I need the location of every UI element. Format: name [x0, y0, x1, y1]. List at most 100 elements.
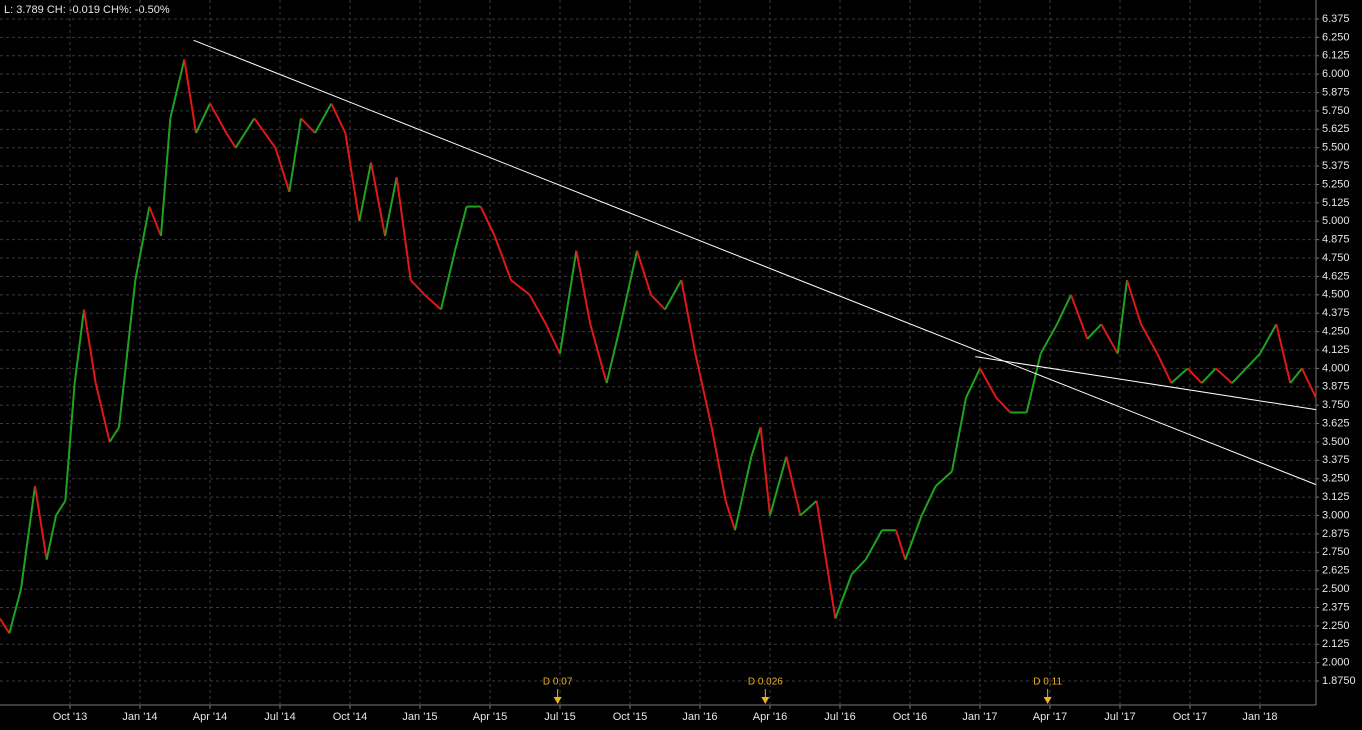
price-segment — [1156, 353, 1173, 384]
price-segment — [209, 103, 228, 134]
price-segment — [664, 279, 683, 311]
price-segment — [636, 250, 652, 296]
price-segment — [20, 485, 36, 590]
y-tick-label: 3.750 — [1322, 399, 1350, 411]
price-segment — [785, 456, 802, 516]
price-segment — [750, 426, 762, 457]
x-tick-label: Jan '18 — [1242, 711, 1277, 723]
price-segment — [1245, 352, 1261, 370]
price-segment — [384, 176, 398, 237]
price-segment — [575, 250, 592, 325]
price-segment — [825, 559, 837, 619]
dividend-label: D 0.07 — [543, 677, 573, 688]
price-segment — [160, 118, 172, 237]
y-tick-label: 2.375 — [1322, 601, 1350, 613]
price-segment — [148, 206, 162, 237]
price-segment — [423, 294, 442, 311]
y-tick-label: 5.875 — [1322, 86, 1350, 98]
price-segment — [934, 470, 953, 487]
price-segment — [169, 59, 186, 119]
y-tick-label: 5.250 — [1322, 178, 1350, 190]
price-segment — [710, 427, 727, 501]
y-tick-label: 2.625 — [1322, 565, 1350, 577]
price-segment — [995, 397, 1012, 414]
price-segment — [951, 397, 967, 472]
price-segment — [559, 250, 578, 354]
dividend-label: D 0.11 — [1033, 677, 1062, 688]
price-segment — [1214, 367, 1233, 384]
price-segment — [1186, 367, 1203, 384]
x-tick-label: Oct '14 — [333, 711, 368, 723]
price-segment — [234, 117, 256, 149]
y-tick-label: 6.000 — [1322, 68, 1350, 80]
price-segment — [300, 117, 316, 134]
trendline — [975, 356, 1317, 411]
trendline — [193, 39, 1317, 486]
price-segment — [274, 147, 291, 193]
x-tick-label: Oct '15 — [613, 711, 648, 723]
y-tick-label: 2.250 — [1322, 620, 1350, 632]
price-segment — [920, 485, 937, 516]
price-segment — [799, 500, 818, 517]
price-segment — [73, 309, 85, 384]
price-segment — [1039, 323, 1058, 355]
price-segment — [834, 574, 853, 619]
dividend-label: D 0.026 — [748, 677, 783, 688]
y-tick-label: 2.500 — [1322, 583, 1350, 595]
price-segment — [724, 500, 736, 531]
y-tick-label: 4.250 — [1322, 326, 1350, 338]
price-segment — [589, 323, 608, 384]
price-segment — [694, 353, 713, 428]
y-tick-label: 3.000 — [1322, 509, 1350, 521]
x-tick-label: Jul '17 — [1104, 711, 1135, 723]
price-segment — [1126, 279, 1142, 325]
y-tick-label: 1.8750 — [1322, 675, 1356, 687]
y-tick-label: 4.000 — [1322, 362, 1350, 374]
x-tick-label: Jan '14 — [122, 711, 157, 723]
price-segment — [528, 294, 547, 325]
y-tick-label: 4.625 — [1322, 270, 1350, 282]
y-tick-label: 3.250 — [1322, 473, 1350, 485]
price-segment — [358, 162, 372, 222]
info-text: L: 3.789 CH: -0.019 CH%: -0.50% — [4, 4, 170, 16]
dividend-arrow — [761, 697, 770, 704]
price-segment — [979, 367, 998, 399]
price-segment — [118, 280, 137, 428]
price-segment — [605, 324, 622, 384]
y-tick-label: 3.500 — [1322, 436, 1350, 448]
y-tick-label: 2.000 — [1322, 657, 1350, 669]
price-segment — [83, 309, 97, 384]
x-tick-label: Apr '14 — [193, 711, 228, 723]
price-segment — [94, 382, 111, 443]
dividend-arrow — [553, 697, 562, 704]
price-segment — [8, 588, 22, 634]
y-tick-label: 3.125 — [1322, 491, 1350, 503]
y-tick-label: 4.875 — [1322, 234, 1350, 246]
x-tick-label: Jul '15 — [544, 711, 575, 723]
price-segment — [253, 117, 277, 149]
price-segment — [225, 132, 237, 149]
y-tick-label: 2.125 — [1322, 638, 1350, 650]
price-segment — [650, 294, 666, 311]
price-segment — [34, 485, 48, 560]
x-tick-label: Oct '16 — [893, 711, 928, 723]
price-segment — [619, 250, 638, 325]
y-tick-label: 4.375 — [1322, 307, 1350, 319]
y-tick-label: 3.375 — [1322, 454, 1350, 466]
x-tick-label: Apr '15 — [473, 711, 508, 723]
price-segment — [1116, 279, 1128, 354]
price-segment — [1025, 353, 1042, 413]
price-segment — [288, 118, 302, 193]
x-tick-label: Jul '14 — [264, 711, 295, 723]
y-tick-label: 5.500 — [1322, 142, 1350, 154]
price-segment — [759, 427, 771, 516]
price-segment — [314, 103, 333, 134]
price-segment — [134, 206, 151, 281]
y-tick-label: 4.125 — [1322, 344, 1350, 356]
price-segment — [680, 279, 697, 354]
x-tick-label: Jul '16 — [824, 711, 855, 723]
x-tick-label: Jan '15 — [402, 711, 437, 723]
price-segment — [45, 515, 57, 560]
